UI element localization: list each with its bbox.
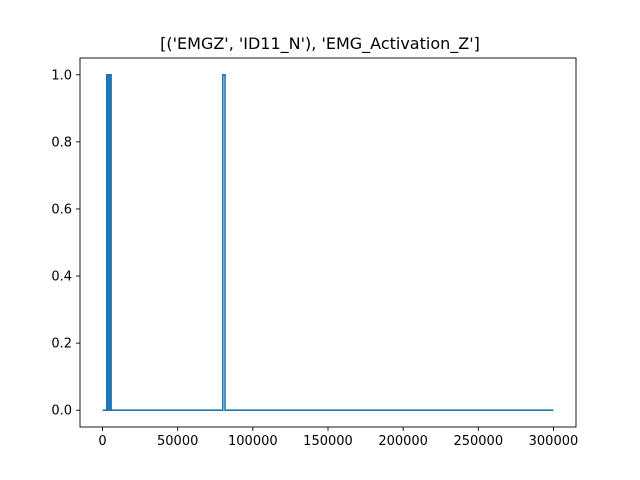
- y-tick-label: 0.2: [51, 337, 72, 352]
- y-tick-label: 1.0: [51, 68, 72, 83]
- chart-title: [('EMGZ', 'ID11_N'), 'EMG_Activation_Z']: [160, 34, 480, 54]
- y-tick-label: 0.8: [51, 135, 72, 150]
- y-axis: 0.0 0.2 0.4 0.6 0.8 1.0: [51, 68, 80, 419]
- plot-area: [79, 57, 577, 428]
- y-tick-label: 0.4: [51, 270, 72, 285]
- x-tick-label: 100000: [228, 434, 278, 449]
- series-line-0: [102, 73, 554, 412]
- x-tick-label: 50000: [157, 434, 198, 449]
- y-tick-label: 0.0: [51, 404, 72, 419]
- y-tick-label: 0.6: [51, 202, 72, 217]
- axes-frame: [79, 57, 577, 428]
- x-axis: 0 50000 100000 150000 200000 250000 300000: [98, 427, 578, 449]
- x-tick-label: 250000: [453, 434, 503, 449]
- x-tick-label: 300000: [529, 434, 579, 449]
- x-tick-label: 0: [98, 434, 106, 449]
- x-tick-label: 150000: [303, 434, 353, 449]
- x-tick-label: 200000: [378, 434, 428, 449]
